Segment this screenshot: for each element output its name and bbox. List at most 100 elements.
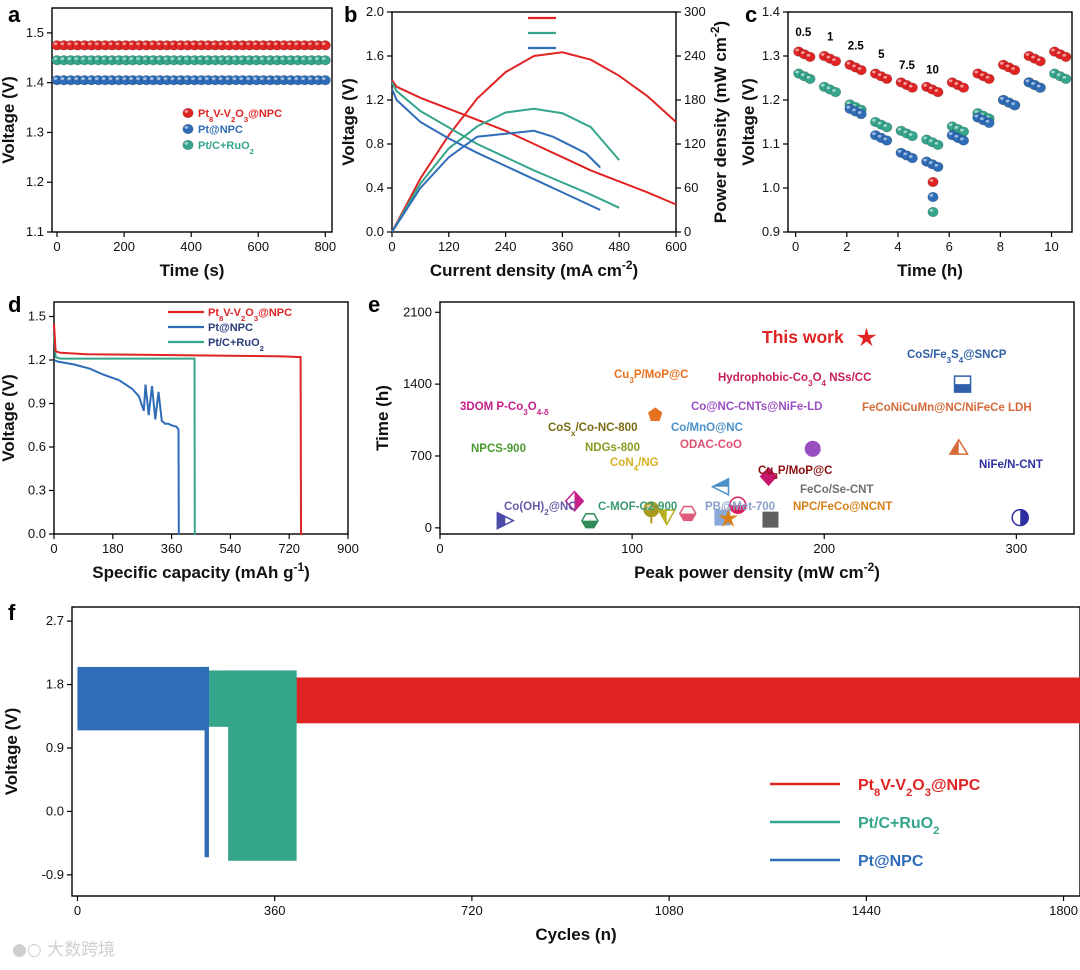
data-point-shine (795, 48, 799, 52)
text-part: ODAC-CoO (680, 439, 742, 451)
data-point-shine (1025, 79, 1030, 83)
data-point-shine (846, 61, 851, 65)
data-point-shine (1056, 51, 1061, 55)
data-point-shine (903, 152, 907, 156)
x-tick-label: 1440 (852, 903, 881, 918)
data-point-shine (60, 77, 65, 80)
text-part: @SNCP (963, 349, 1006, 361)
point-marker (496, 511, 515, 530)
point-marker (718, 508, 739, 527)
watermark-text: 大数跨境 (47, 940, 116, 960)
point-label: CoSx/Co-NC-800 (548, 422, 637, 438)
data-point-shine (1036, 84, 1041, 88)
data-point-shine (923, 158, 927, 162)
text-part: -2 (622, 258, 633, 272)
data-point-shine (908, 155, 913, 158)
data-point-shine (826, 55, 831, 59)
text-part: 3 (523, 408, 528, 417)
data-point-shine (897, 127, 902, 131)
text-part: Specific capacity (mAh g (92, 563, 293, 582)
data-point-shine (191, 77, 195, 80)
data-point-shine (280, 77, 285, 80)
point-label: This work (762, 327, 844, 347)
text-part: P/MoP@C (634, 369, 689, 381)
watermark-icon: ●○ (12, 940, 42, 960)
data-point-shine (122, 57, 127, 61)
text-part: CoS/Fe (907, 349, 947, 361)
text-part: -2 (708, 26, 722, 37)
point-label: ODAC-CoO (680, 439, 742, 451)
data-point (830, 86, 842, 98)
x-tick-label: 0 (74, 903, 81, 918)
text-part: Current density (mA cm (430, 261, 622, 280)
y-tick-label: 0.0 (366, 224, 384, 239)
point-label: NiFe/N-CNT (979, 459, 1043, 471)
data-point-shine (218, 57, 223, 61)
x-tick-label: 360 (161, 541, 183, 556)
data-point-shine (897, 149, 902, 153)
voltage-curve (391, 79, 677, 206)
point-label: Co@NC-CNTs@NiFe-LD (691, 401, 822, 413)
data-point-shine (108, 42, 113, 46)
y-tick-label: 1.3 (26, 124, 44, 139)
text-part: 4 (634, 464, 639, 473)
text-part: Power density (mW cm (711, 37, 730, 223)
text-part: ) (304, 563, 310, 582)
data-point-shine (974, 114, 979, 118)
square-half-fill (954, 384, 971, 393)
data-point-shine (883, 75, 887, 79)
point-marker (729, 496, 747, 515)
data-point-shine (67, 77, 71, 80)
y2-tick-label: 300 (684, 4, 706, 19)
text-part: NiFe/N-CNT (979, 459, 1043, 471)
data-point-shine (974, 110, 979, 113)
data-point-shine (74, 57, 78, 61)
data-point-shine (974, 70, 979, 74)
data-point (906, 152, 918, 164)
data-point-shine (806, 75, 811, 79)
x-tick-label: 900 (337, 541, 359, 556)
x-tick-label: 200 (813, 541, 835, 556)
data-point-shine (273, 42, 278, 46)
y-tick-label: 0.9 (762, 224, 780, 239)
text-part: Pt@NPC (198, 124, 243, 136)
data-point-shine (795, 70, 799, 74)
x-tick-label: 0 (388, 239, 395, 254)
plot-frame (439, 301, 1075, 535)
circle-marker (804, 440, 821, 457)
y-tick-label: 1.4 (762, 4, 780, 19)
y-tick-label: 1.8 (46, 677, 64, 692)
legend-marker (927, 206, 939, 218)
pentagon-marker (647, 406, 664, 422)
data-point-shine (136, 42, 140, 46)
data-point-shine (81, 77, 85, 80)
y-tick-label: 1.1 (762, 136, 780, 151)
data-point-shine (1011, 102, 1015, 106)
sphere-shine (646, 504, 653, 511)
data-point-shine (800, 73, 805, 77)
text-part: V-V (880, 777, 906, 794)
text-part: 4 (959, 356, 964, 365)
text-part: 8 (219, 314, 224, 323)
y-tick-label: 700 (410, 448, 432, 463)
data-point (319, 40, 331, 51)
text-part: ) (711, 21, 730, 27)
point-label: Cu3P/MoP@C (614, 369, 689, 385)
point-label: Hydrophobic-Co3O4 NSs/CC (718, 372, 871, 388)
point-marker (564, 490, 585, 512)
data-point-shine (108, 57, 113, 61)
data-point-shine (81, 57, 85, 61)
data-point-shine (832, 89, 836, 92)
y-tick-label: 1400 (403, 376, 432, 391)
legend-marker (927, 176, 939, 188)
data-point-shine (308, 77, 312, 80)
text-part: 4-δ (537, 408, 549, 417)
x-tick-label: 0 (436, 541, 443, 556)
point-label: Co(OH)2@NC (504, 501, 577, 517)
data-point (932, 139, 944, 150)
data-point-shine (826, 86, 831, 90)
y-tick-label: 1.2 (28, 352, 46, 367)
x-tick-label: 100 (621, 541, 643, 556)
legend-marker (182, 123, 194, 135)
data-point-shine (928, 161, 933, 165)
